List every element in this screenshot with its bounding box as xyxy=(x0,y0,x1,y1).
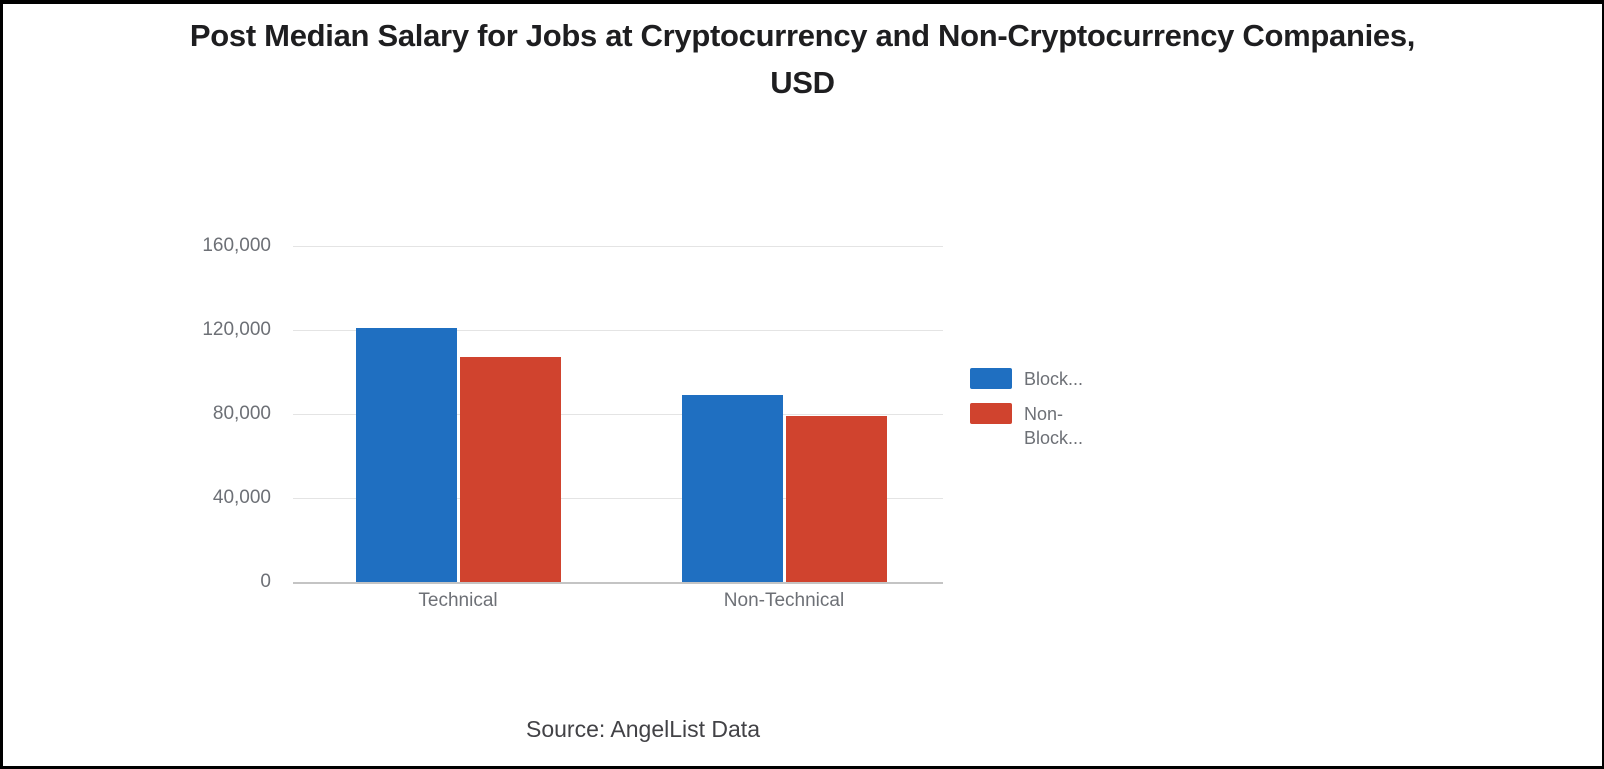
legend-label: Block... xyxy=(1024,369,1084,389)
gridline-120000 xyxy=(293,330,943,331)
bar-non-block-non-technical xyxy=(786,416,887,582)
chart-canvas: Post Median Salary for Jobs at Cryptocur… xyxy=(3,4,1602,766)
source-caption: Source: AngelList Data xyxy=(526,716,760,742)
y-tick-label-120000: 120,000 xyxy=(202,319,271,340)
gridline-160000 xyxy=(293,246,943,247)
gridline-80000 xyxy=(293,414,943,415)
legend: Block... Non-Block... xyxy=(970,367,1102,450)
legend-color-swatch-icon xyxy=(970,368,1012,389)
y-tick-label-80000: 80,000 xyxy=(212,403,271,424)
legend-item-non-block: Non-Block... xyxy=(970,402,1102,450)
y-tick-label-0: 0 xyxy=(260,571,271,592)
y-tick-label-40000: 40,000 xyxy=(212,487,271,508)
plot-area xyxy=(293,246,943,584)
chart-title: Post Median Salary for Jobs at Cryptocur… xyxy=(3,12,1602,106)
x-category-label-non-technical: Non-Technical xyxy=(723,590,845,611)
x-category-label-technical: Technical xyxy=(418,590,498,611)
y-tick-label-160000: 160,000 xyxy=(202,235,271,256)
chart-title-line-1: Post Median Salary for Jobs at Cryptocur… xyxy=(189,18,1416,53)
legend-item-block: Block... xyxy=(970,367,1102,391)
chart-title-line-2: USD xyxy=(770,65,835,100)
legend-color-swatch-icon xyxy=(970,403,1012,424)
bar-block-technical xyxy=(356,328,457,582)
gridline-40000 xyxy=(293,498,943,499)
legend-label: Non-Block... xyxy=(1024,404,1084,448)
bar-block-non-technical xyxy=(682,395,783,582)
bar-non-block-technical xyxy=(460,357,561,582)
